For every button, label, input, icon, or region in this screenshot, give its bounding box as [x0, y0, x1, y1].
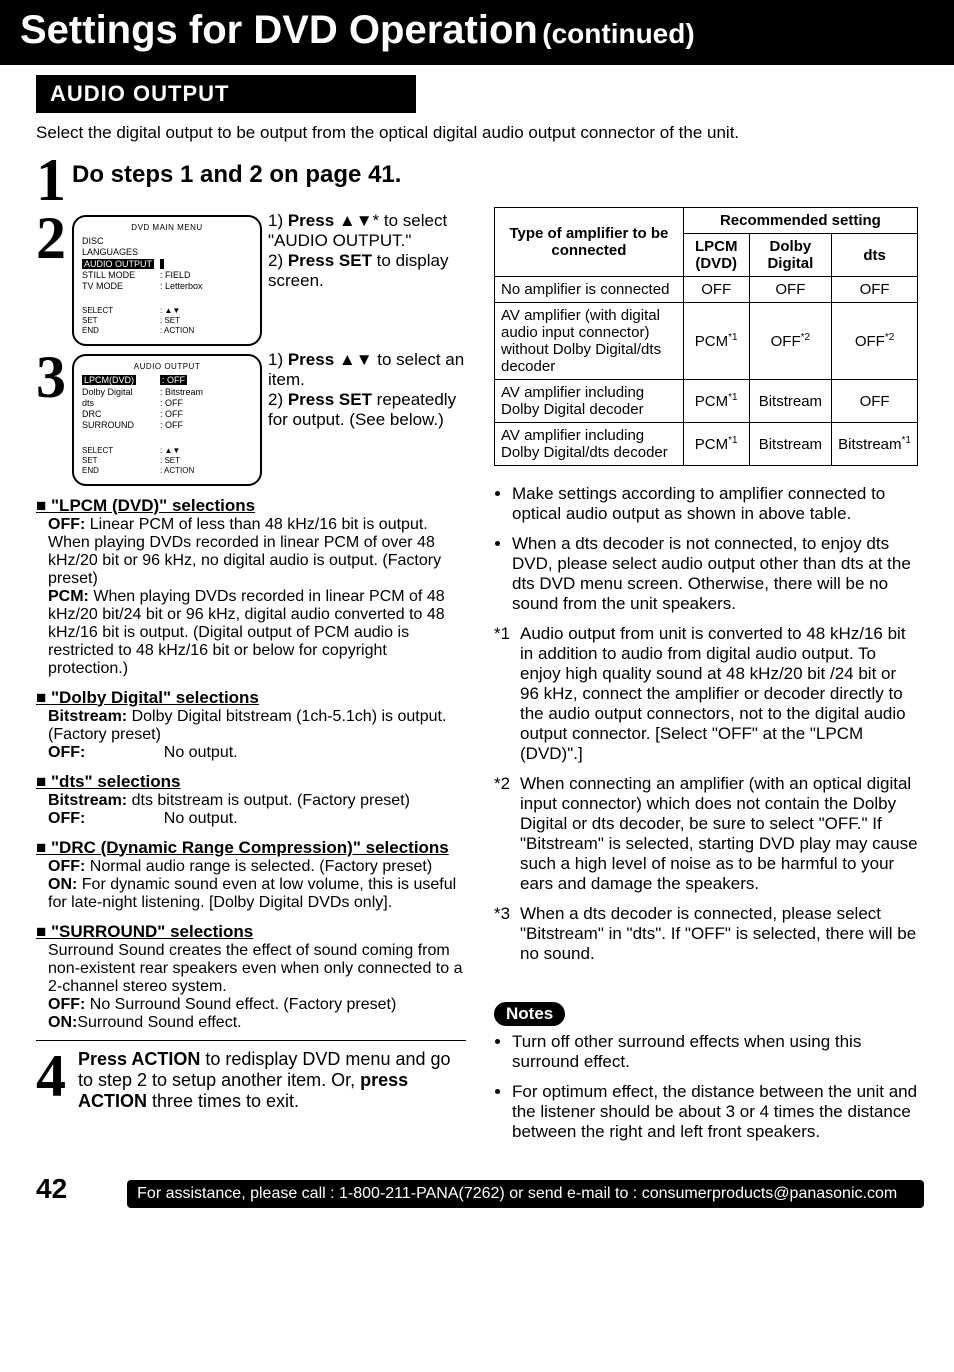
step-number-2: 2 [36, 211, 66, 265]
dts-body: Bitstream: dts bitstream is output. (Fac… [36, 792, 466, 828]
step-number-4: 4 [36, 1049, 66, 1103]
footnotes: *1Audio output from unit is converted to… [494, 624, 918, 964]
divider [36, 1040, 466, 1041]
step-number-1: 1 [36, 153, 66, 207]
step3-text: 1) Press ▲▼ to select an item. 2) Press … [268, 350, 466, 430]
footer-bar: For assistance, please call : 1-800-211-… [127, 1180, 924, 1208]
osd-title: AUDIO OUTPUT [82, 362, 252, 372]
osd-main-menu: DVD MAIN MENU DISC LANGUAGESAUDIO OUTPUT… [72, 215, 262, 346]
dts-head: "dts" selections [36, 772, 466, 792]
step-number-3: 3 [36, 350, 66, 404]
page-number: 42 [36, 1173, 67, 1205]
osd-title: DVD MAIN MENU [82, 223, 252, 233]
section-intro: Select the digital output to be output f… [36, 123, 918, 143]
page-banner: Settings for DVD Operation (continued) [0, 0, 954, 65]
step1-text: Do steps 1 and 2 on page 41. [72, 161, 401, 189]
step2-text: 1) Press ▲▼* to select "AUDIO OUTPUT." 2… [268, 211, 466, 291]
notes-badge: Notes [494, 1002, 565, 1026]
surround-body: Surround Sound creates the effect of sou… [36, 942, 466, 1032]
dolby-head: "Dolby Digital" selections [36, 688, 466, 708]
osd-audio-output: AUDIO OUTPUT LPCM(DVD): OFFDolby Digital… [72, 354, 262, 485]
section-header: AUDIO OUTPUT [36, 75, 416, 113]
drc-body: OFF: Normal audio range is selected. (Fa… [36, 858, 466, 912]
lpcm-head: "LPCM (DVD)" selections [36, 496, 466, 516]
banner-sub: (continued) [542, 18, 694, 49]
step4-text: Press ACTION to redisplay DVD menu and g… [78, 1049, 466, 1112]
lpcm-body: OFF: Linear PCM of less than 48 kHz/16 b… [36, 516, 466, 678]
notes-list: Turn off other surround effects when usi… [494, 1032, 918, 1142]
surround-head: "SURROUND" selections [36, 922, 466, 942]
recommended-setting-table: Type of amplifier to be connected Recomm… [494, 207, 918, 466]
drc-head: "DRC (Dynamic Range Compression)" select… [36, 838, 466, 858]
banner-title: Settings for DVD Operation [20, 8, 538, 52]
right-bullets: Make settings according to amplifier con… [494, 484, 918, 614]
dolby-body: Bitstream: Dolby Digital bitstream (1ch-… [36, 708, 466, 762]
